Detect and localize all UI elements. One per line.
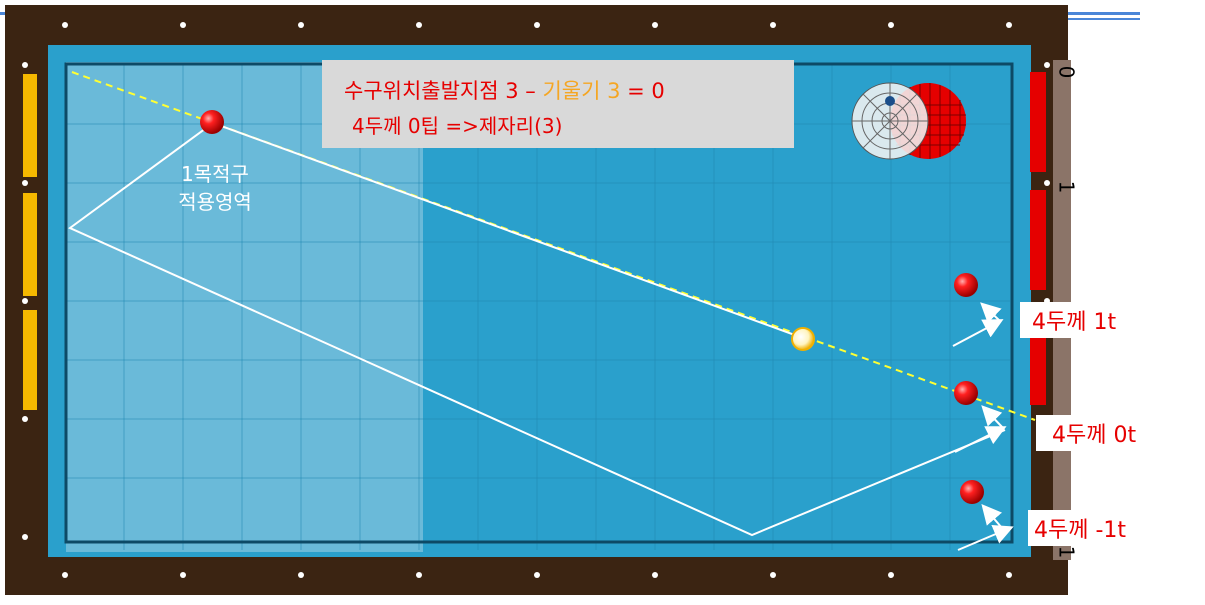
shot-formula-box	[322, 60, 794, 148]
diamond-right-1	[1044, 62, 1050, 68]
cue-tip-target-icon	[851, 82, 966, 160]
diamond-bottom-7	[770, 572, 776, 578]
formula-suffix: = 0	[620, 79, 665, 103]
diamond-left-5	[22, 534, 28, 540]
thickness-tag-m1t: 4두께 -1t	[1028, 510, 1133, 546]
top-right-accent-line	[1068, 12, 1140, 15]
diamond-top-3	[298, 22, 304, 28]
shot-formula-line2: 4두께 0팁 =>제자리(3)	[352, 114, 563, 138]
object-ball-0t	[954, 381, 978, 405]
arrow-0t	[954, 426, 1007, 453]
rail-number-0: 0	[1054, 65, 1079, 79]
object-ball-top	[200, 110, 224, 134]
right-diamond-bar-2	[1030, 190, 1046, 290]
formula-highlight: 기울기 3	[542, 79, 621, 103]
rail-number-1: 1	[1054, 180, 1079, 194]
zone-label-line1: 1목적구	[181, 162, 249, 186]
cue-ball-path	[68, 121, 1006, 537]
diamond-right-2	[1044, 180, 1050, 186]
arrow-m1t	[957, 525, 1014, 551]
diamond-bottom-8	[888, 572, 894, 578]
diamond-bottom-3	[298, 572, 304, 578]
object-ball-m1t	[960, 480, 984, 504]
diamond-top-8	[888, 22, 894, 28]
diamond-right-3	[1044, 298, 1050, 304]
formula-prefix: 수구위치출발지점 3 –	[344, 79, 543, 103]
zone-label-line2: 적용영역	[178, 190, 252, 214]
diamond-bottom-5	[534, 572, 540, 578]
cue-ball	[791, 327, 815, 351]
diamond-bottom-2	[180, 572, 186, 578]
left-diamond-bar-2	[23, 193, 37, 296]
diamond-top-1	[62, 22, 68, 28]
diamond-bottom-4	[416, 572, 422, 578]
diamond-left-3	[22, 298, 28, 304]
arrow-1t	[952, 319, 1004, 347]
left-diamond-bar-3	[23, 310, 37, 410]
thickness-tag-1t: 4두께 1t	[1020, 302, 1125, 338]
rail-number-2: 1	[1054, 545, 1079, 559]
diamond-top-6	[652, 22, 658, 28]
target-zone-label: 1목적구 적용영역	[160, 160, 270, 216]
right-diamond-bar-1	[1030, 72, 1046, 172]
object-ball-1t	[954, 273, 978, 297]
diamond-top-7	[770, 22, 776, 28]
diamond-bottom-6	[652, 572, 658, 578]
diamond-top-5	[534, 22, 540, 28]
diamond-bottom-9	[1006, 572, 1012, 578]
diamond-left-1	[22, 62, 28, 68]
thickness-tag-0t: 4두께 0t	[1036, 415, 1153, 451]
diamond-top-9	[1006, 22, 1012, 28]
arrow-1t-ball	[980, 302, 1002, 324]
left-diamond-bar-1	[23, 74, 37, 177]
shot-formula-line1: 수구위치출발지점 3 – 기울기 3 = 0	[344, 75, 665, 105]
top-right-accent-line-2	[1068, 18, 1140, 20]
arrow-0t-ball	[981, 405, 1004, 429]
arrow-m1t-ball	[981, 503, 1003, 529]
diamond-top-4	[416, 22, 422, 28]
diamond-top-2	[180, 22, 186, 28]
diamond-bottom-1	[62, 572, 68, 578]
diamond-left-2	[22, 180, 28, 186]
diamond-left-4	[22, 416, 28, 422]
